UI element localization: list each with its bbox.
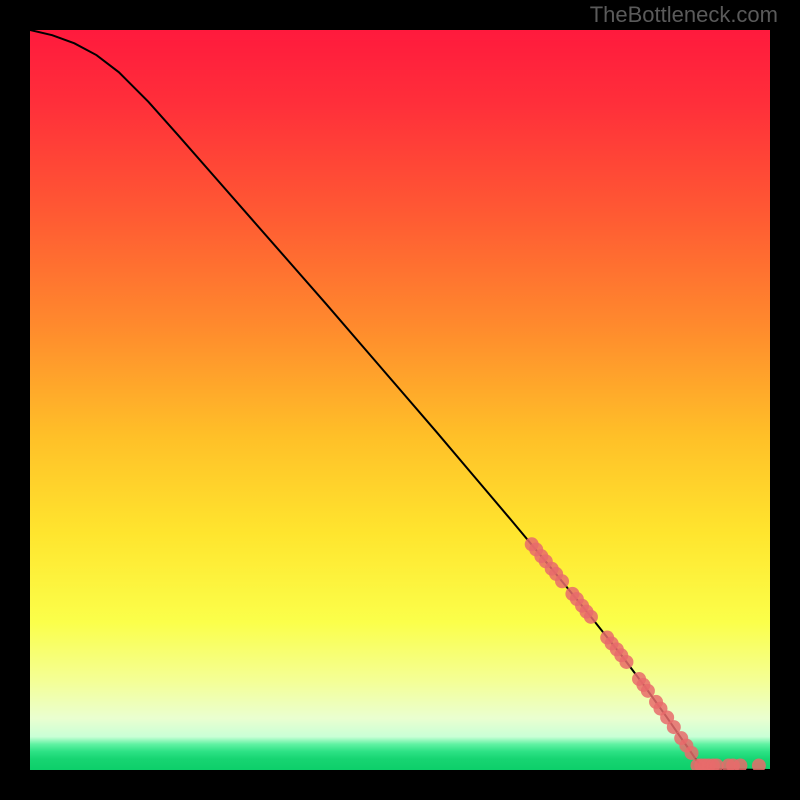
watermark-text: TheBottleneck.com <box>590 2 778 28</box>
bottleneck-chart <box>30 30 770 770</box>
data-marker <box>584 610 598 624</box>
data-marker <box>555 574 569 588</box>
data-marker <box>619 655 633 669</box>
data-marker <box>685 746 699 760</box>
plot-background <box>30 30 770 770</box>
